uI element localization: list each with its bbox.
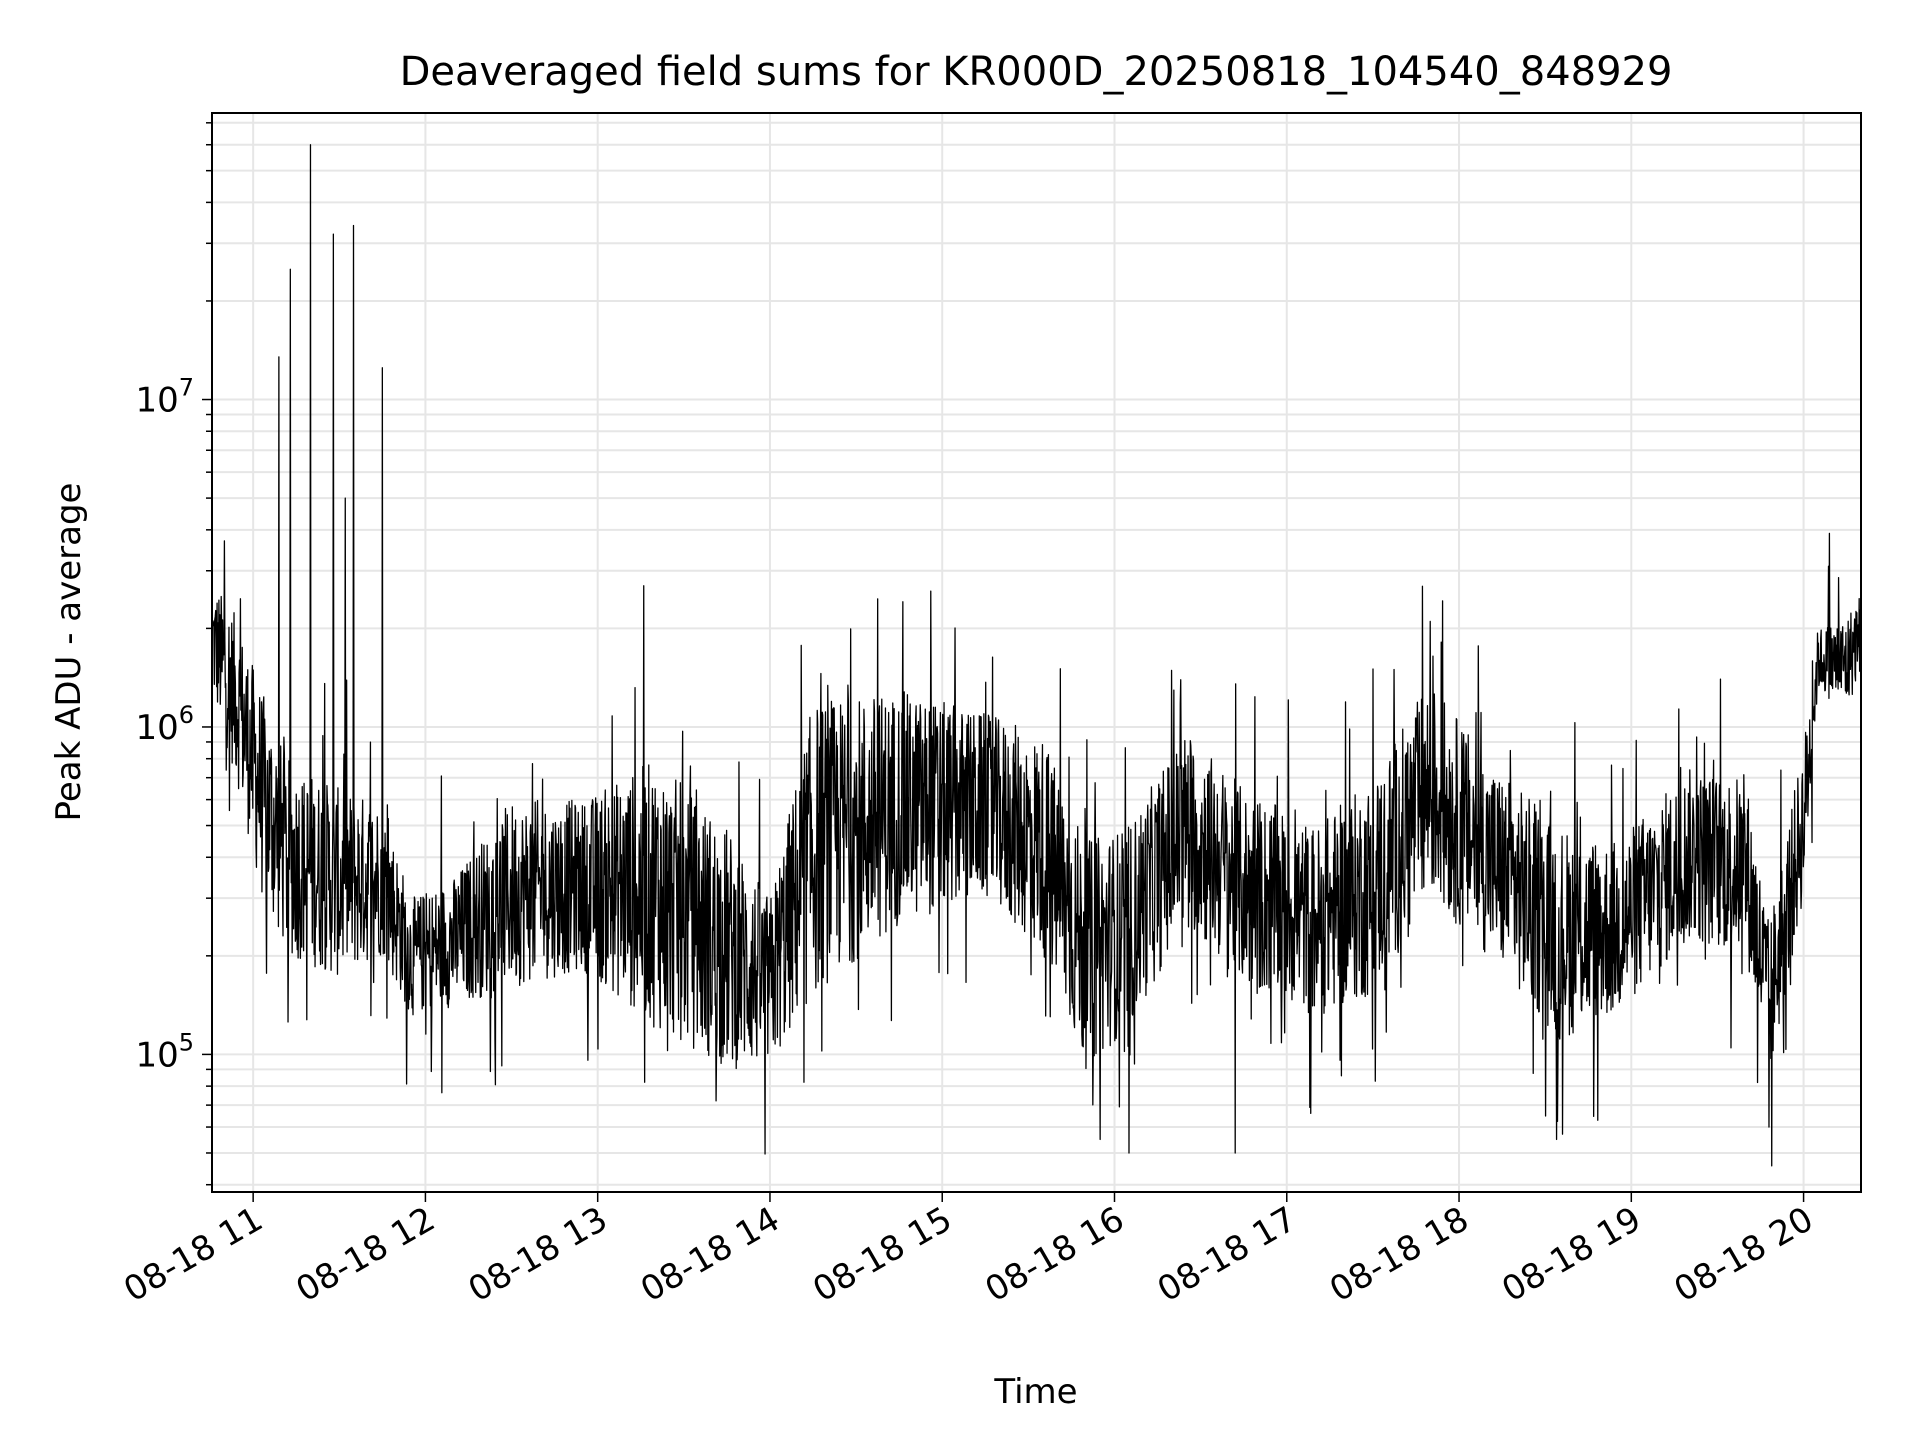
x-tick-label: 08-18 12 [290,1199,442,1310]
y-tick-label: 106 [135,701,194,748]
x-tick-label: 08-18 20 [1668,1199,1820,1310]
chart-title: Deaveraged field sums for KR000D_2025081… [400,49,1673,95]
x-tick-label: 08-18 18 [1323,1199,1475,1310]
y-tick-label: 107 [135,374,194,421]
x-tick-label: 08-18 16 [979,1199,1131,1310]
x-axis: 08-18 11 08-18 12 08-18 13 08-18 14 08-18 15… [117,1192,1820,1310]
x-tick-label: 08-18 11 [117,1199,269,1310]
x-tick-label: 08-18 13 [462,1199,614,1310]
x-tick-label: 08-18 15 [806,1199,958,1310]
x-axis-label: Time [993,1372,1077,1412]
x-tick-label: 08-18 17 [1151,1199,1303,1310]
grid [212,113,1861,1192]
y-axis-label: Peak ADU - average [49,483,89,822]
plot-frame [211,112,1862,1193]
x-tick-label: 08-18 19 [1495,1199,1647,1310]
y-tick-label: 105 [135,1028,194,1075]
series-line [212,144,1862,1167]
y-axis: 105 106 107 [135,122,212,1186]
x-tick-label: 08-18 14 [634,1199,786,1310]
series-path [212,144,1862,1167]
